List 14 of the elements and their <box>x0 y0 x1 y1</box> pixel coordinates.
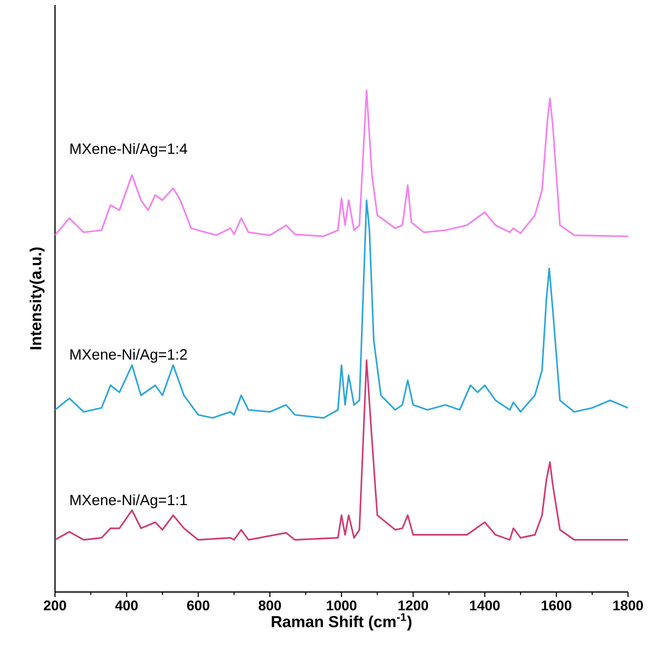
x-tick-label: 800 <box>258 600 281 610</box>
y-axis-title: Intensity(a.u.) <box>30 247 45 350</box>
x-tick-label: 200 <box>44 600 66 610</box>
x-tick-label: 1400 <box>470 600 500 610</box>
series-label: MXene-Ni/Ag=1:1 <box>70 494 187 508</box>
x-tick-label: 400 <box>115 600 138 610</box>
x-axis-title: Raman Shift (cm$^{-1}$) <box>272 613 412 630</box>
x-tick-label: 1600 <box>542 600 572 610</box>
x-tick-label: 1000 <box>326 600 356 610</box>
x-tick-label: 600 <box>187 600 210 610</box>
series-label: MXene-Ni/Ag=1:4 <box>70 143 188 157</box>
series-label: MXene-Ni/Ag=1:2 <box>70 348 187 363</box>
x-tick-label: 1800 <box>613 600 643 610</box>
x-tick-label: 1200 <box>398 600 428 610</box>
